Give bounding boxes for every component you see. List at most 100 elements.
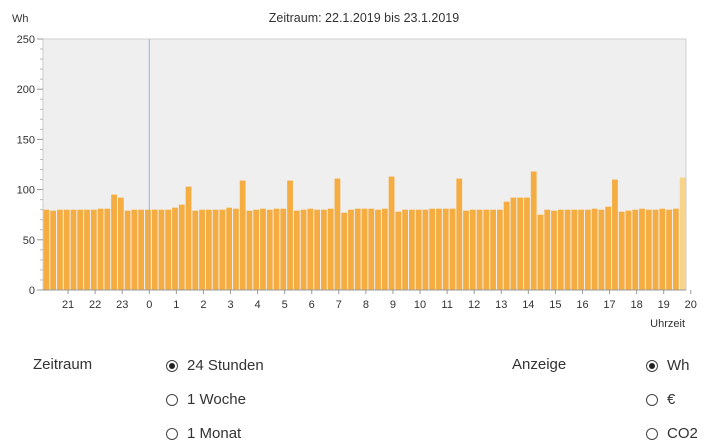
radio-co2[interactable]: [646, 427, 658, 440]
bar[interactable]: [368, 208, 375, 290]
bar[interactable]: [192, 210, 199, 290]
bar[interactable]: [314, 209, 321, 290]
bar[interactable]: [63, 209, 70, 290]
bar[interactable]: [212, 209, 219, 290]
bar[interactable]: [408, 209, 415, 290]
bar[interactable]: [402, 209, 408, 290]
bar[interactable]: [131, 209, 138, 290]
bar[interactable]: [456, 178, 463, 290]
bar[interactable]: [327, 208, 334, 290]
bar[interactable]: [151, 209, 158, 290]
bar[interactable]: [266, 209, 273, 290]
bar[interactable]: [138, 209, 145, 290]
bar[interactable]: [381, 208, 388, 290]
bar[interactable]: [490, 209, 496, 290]
radio-euro[interactable]: [646, 393, 658, 406]
bar[interactable]: [280, 208, 287, 290]
bar[interactable]: [666, 209, 672, 290]
bar[interactable]: [178, 204, 185, 290]
bar[interactable]: [287, 180, 293, 290]
bar[interactable]: [205, 209, 212, 290]
bar[interactable]: [354, 208, 361, 290]
bar[interactable]: [618, 211, 625, 290]
bar[interactable]: [361, 208, 368, 290]
bar[interactable]: [557, 209, 564, 290]
bar[interactable]: [233, 208, 239, 290]
radio-wh[interactable]: [646, 359, 658, 372]
bar[interactable]: [253, 209, 260, 290]
bar[interactable]: [293, 210, 300, 290]
bar[interactable]: [348, 209, 354, 290]
anzeige-option-wh[interactable]: Wh: [646, 357, 690, 374]
bar[interactable]: [679, 177, 686, 290]
bar[interactable]: [300, 209, 307, 290]
bar[interactable]: [645, 209, 652, 290]
bar[interactable]: [185, 186, 192, 290]
bar[interactable]: [598, 209, 605, 290]
bar[interactable]: [524, 197, 530, 290]
zeitraum-option-1-monat[interactable]: 1 Monat: [166, 425, 241, 442]
bar[interactable]: [659, 208, 666, 290]
bar[interactable]: [652, 209, 659, 290]
bar[interactable]: [104, 208, 111, 290]
bar[interactable]: [145, 209, 151, 290]
bar[interactable]: [544, 209, 551, 290]
bar[interactable]: [639, 208, 645, 290]
bar[interactable]: [334, 178, 341, 290]
bar[interactable]: [625, 210, 632, 290]
bar[interactable]: [239, 180, 246, 290]
bar[interactable]: [97, 208, 104, 290]
bar[interactable]: [463, 210, 469, 290]
bar-series[interactable]: [43, 171, 686, 290]
zeitraum-option-1-woche[interactable]: 1 Woche: [166, 391, 246, 408]
bar[interactable]: [273, 208, 280, 290]
bar[interactable]: [260, 208, 266, 290]
bar[interactable]: [117, 197, 124, 290]
bar[interactable]: [388, 176, 395, 290]
bar[interactable]: [584, 209, 591, 290]
bar[interactable]: [496, 209, 503, 290]
bar[interactable]: [672, 208, 679, 290]
bar[interactable]: [578, 209, 584, 290]
bar[interactable]: [449, 208, 456, 290]
bar[interactable]: [551, 210, 557, 290]
bar[interactable]: [429, 208, 436, 290]
bar[interactable]: [70, 209, 77, 290]
bar[interactable]: [321, 209, 327, 290]
bar[interactable]: [307, 208, 314, 290]
radio-1-woche[interactable]: [166, 393, 178, 406]
bar[interactable]: [564, 209, 571, 290]
bar[interactable]: [537, 214, 544, 290]
bar[interactable]: [510, 197, 517, 290]
bar[interactable]: [476, 209, 483, 290]
zeitraum-option-24h[interactable]: 24 Stunden: [166, 357, 264, 374]
bar[interactable]: [632, 209, 639, 290]
bar[interactable]: [77, 209, 84, 290]
bar[interactable]: [246, 210, 253, 290]
radio-1-monat[interactable]: [166, 427, 178, 440]
bar[interactable]: [395, 211, 402, 290]
bar[interactable]: [483, 209, 490, 290]
bar[interactable]: [199, 209, 205, 290]
bar[interactable]: [84, 209, 90, 290]
bar[interactable]: [226, 207, 233, 290]
bar[interactable]: [90, 209, 97, 290]
bar[interactable]: [43, 209, 50, 290]
bar[interactable]: [605, 206, 612, 290]
bar[interactable]: [517, 197, 524, 290]
bar[interactable]: [341, 212, 348, 290]
bar[interactable]: [503, 201, 510, 290]
bar[interactable]: [219, 209, 226, 290]
bar[interactable]: [442, 208, 449, 290]
bar[interactable]: [530, 171, 537, 290]
bar[interactable]: [422, 209, 429, 290]
bar[interactable]: [612, 179, 618, 290]
bar[interactable]: [124, 210, 131, 290]
bar[interactable]: [571, 209, 578, 290]
bar[interactable]: [591, 208, 598, 290]
bar[interactable]: [50, 210, 57, 290]
bar[interactable]: [111, 194, 117, 290]
bar[interactable]: [436, 208, 442, 290]
bar[interactable]: [469, 209, 476, 290]
radio-24h[interactable]: [166, 359, 178, 372]
